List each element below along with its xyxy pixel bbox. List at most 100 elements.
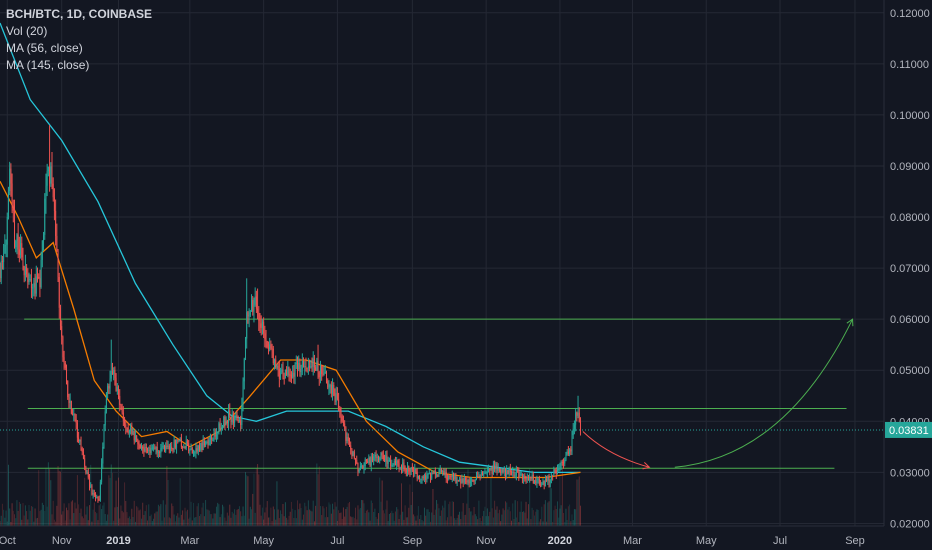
volume-bar bbox=[12, 510, 14, 526]
candle-body bbox=[315, 367, 317, 371]
candle-body bbox=[184, 447, 186, 449]
candle-body bbox=[124, 420, 126, 425]
volume-bar bbox=[440, 510, 442, 526]
volume-bar bbox=[86, 506, 88, 526]
symbol-title[interactable]: BCH/BTC, 1D, COINBASE bbox=[6, 7, 153, 21]
volume-bar bbox=[199, 516, 201, 526]
indicator-volume[interactable]: Vol (20) bbox=[6, 24, 48, 38]
volume-bar bbox=[415, 520, 417, 526]
candle-body bbox=[259, 320, 261, 324]
horizontal-levels[interactable] bbox=[24, 318, 847, 469]
candle-body bbox=[565, 454, 567, 461]
projection-paths[interactable] bbox=[582, 318, 854, 470]
volume-bar bbox=[200, 514, 202, 526]
volume-bar bbox=[231, 511, 233, 526]
volume-bar bbox=[431, 512, 433, 526]
candle-body bbox=[10, 168, 12, 184]
volume-bar bbox=[428, 512, 430, 526]
candle-body bbox=[442, 471, 444, 473]
volume-bar bbox=[30, 506, 32, 526]
candle-body bbox=[130, 428, 132, 431]
indicator-ma145[interactable]: MA (145, close) bbox=[6, 58, 90, 72]
volume-bar bbox=[559, 508, 561, 526]
volume-bar bbox=[232, 513, 234, 526]
volume-bar bbox=[125, 500, 127, 526]
candle-body bbox=[471, 479, 473, 482]
candle-body bbox=[283, 377, 285, 379]
volume-bar bbox=[402, 511, 404, 526]
candle-body bbox=[558, 468, 560, 470]
candle-body bbox=[450, 476, 452, 478]
candle-body bbox=[116, 387, 118, 392]
volume-bar bbox=[235, 514, 237, 526]
price-tick-label: 0.10000 bbox=[890, 110, 930, 122]
volume-bar bbox=[298, 509, 300, 526]
candle-body bbox=[427, 473, 429, 475]
candle-body bbox=[167, 445, 169, 447]
candle-body bbox=[70, 400, 72, 414]
candle-body bbox=[68, 397, 70, 403]
volume-bar bbox=[387, 521, 389, 526]
candle-body bbox=[286, 369, 288, 376]
volume-bar bbox=[552, 521, 554, 526]
candle-body bbox=[253, 304, 255, 312]
candle-body bbox=[35, 276, 37, 294]
volume-bar bbox=[524, 512, 526, 526]
indicator-ma56[interactable]: MA (56, close) bbox=[6, 41, 83, 55]
volume-bar bbox=[197, 503, 199, 526]
candle-body bbox=[226, 420, 228, 424]
candle-body bbox=[410, 467, 412, 472]
volume-bar bbox=[134, 521, 136, 526]
volume-bar bbox=[188, 518, 190, 526]
candle-body bbox=[222, 426, 224, 428]
volume-bar bbox=[252, 493, 254, 526]
candle-body bbox=[40, 259, 42, 288]
volume-bar bbox=[119, 518, 121, 526]
volume-bar bbox=[351, 517, 353, 526]
volume-bar bbox=[520, 501, 522, 526]
candle-body bbox=[309, 366, 311, 368]
candle-body bbox=[132, 431, 134, 434]
volume-bar bbox=[110, 464, 112, 526]
volume-bar bbox=[313, 521, 315, 526]
candle-body bbox=[188, 443, 190, 451]
candle-body bbox=[176, 440, 178, 448]
candle-body bbox=[421, 476, 423, 479]
volume-bar bbox=[334, 502, 336, 526]
volume-bar bbox=[46, 506, 48, 526]
volume-bar bbox=[558, 517, 560, 526]
volume-bar bbox=[368, 512, 370, 526]
candle-body bbox=[163, 446, 165, 452]
volume-bar bbox=[409, 484, 411, 526]
candle-body bbox=[145, 447, 147, 449]
candle-body bbox=[280, 372, 282, 379]
candle-body bbox=[321, 365, 323, 374]
candle-body bbox=[179, 438, 181, 441]
price-scale-background[interactable] bbox=[884, 0, 932, 526]
volume-bar bbox=[292, 508, 294, 526]
volume-bar bbox=[267, 517, 269, 526]
candle-body bbox=[174, 439, 176, 448]
candle-body bbox=[350, 445, 352, 450]
candle-body bbox=[168, 445, 170, 450]
volume-bar bbox=[214, 513, 216, 526]
volume-bar bbox=[380, 501, 382, 526]
candle-body bbox=[15, 241, 17, 248]
ma145-line bbox=[0, 22, 581, 474]
time-scale-background[interactable] bbox=[0, 526, 932, 550]
candle-body bbox=[24, 267, 26, 276]
candle-body bbox=[209, 435, 211, 440]
volume-bar bbox=[452, 501, 454, 526]
candle-body bbox=[416, 471, 418, 479]
volume-bar bbox=[307, 500, 309, 526]
candle-body bbox=[428, 473, 430, 475]
candle-body bbox=[399, 467, 401, 469]
candle-body bbox=[144, 447, 146, 452]
volume-bar bbox=[130, 519, 132, 526]
volume-bar bbox=[281, 514, 283, 526]
candle-body bbox=[559, 465, 561, 469]
volume-bar bbox=[196, 506, 198, 526]
volume-bar bbox=[448, 504, 450, 526]
down-projection-arrowhead bbox=[642, 462, 651, 470]
